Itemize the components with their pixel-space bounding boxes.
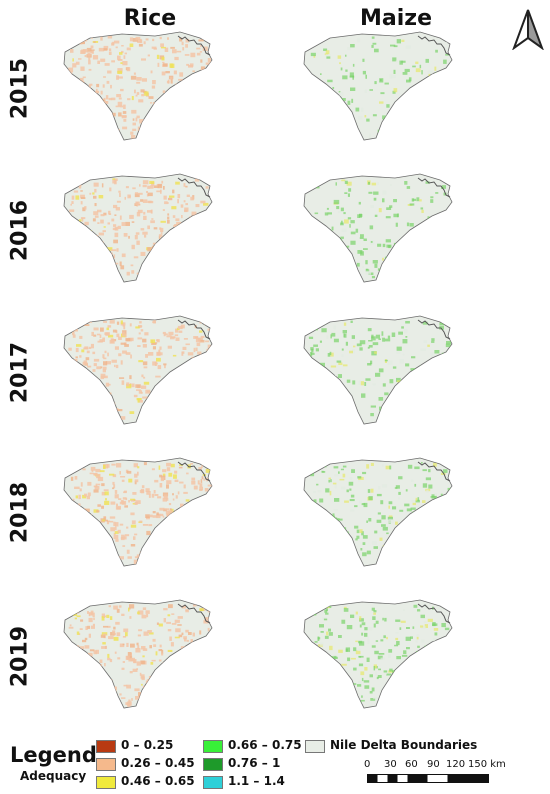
scale-tick-90: 90 xyxy=(427,759,440,770)
map-maize-2019 xyxy=(303,599,453,709)
legend-swatch-1 xyxy=(96,758,116,771)
year-label-2016: 2016 xyxy=(7,199,33,262)
legend-label-4: 0.76 – 1 xyxy=(228,756,281,770)
north-arrow-icon xyxy=(512,9,544,50)
scale-tick-60: 60 xyxy=(405,759,418,770)
year-label-2018: 2018 xyxy=(7,481,33,544)
scale-bar xyxy=(367,774,489,783)
legend-swatch-2 xyxy=(96,776,116,789)
map-maize-2018 xyxy=(303,457,453,567)
scale-tick-0: 0 xyxy=(364,759,371,770)
scale-tick-30: 30 xyxy=(384,759,397,770)
map-maize-2017 xyxy=(303,315,453,425)
legend-swatch-4 xyxy=(203,758,223,771)
year-label-2015: 2015 xyxy=(7,57,33,120)
column-title-maize: Maize xyxy=(359,6,432,31)
legend-label-1: 0.26 – 0.45 xyxy=(121,756,195,770)
legend-label-boundary: Nile Delta Boundaries xyxy=(330,738,478,752)
map-rice-2017 xyxy=(63,315,213,425)
legend-label-0: 0 – 0.25 xyxy=(121,738,174,752)
legend-swatch-boundary xyxy=(305,740,325,753)
legend-label-2: 0.46 – 0.65 xyxy=(121,774,195,788)
legend-swatch-5 xyxy=(203,776,223,789)
map-maize-2015 xyxy=(303,31,453,141)
legend-subtitle: Adequacy xyxy=(20,769,87,783)
column-title-rice: Rice xyxy=(123,6,177,31)
map-rice-2016 xyxy=(63,173,213,283)
map-rice-2019 xyxy=(63,599,213,709)
map-rice-2018 xyxy=(63,457,213,567)
year-label-2019: 2019 xyxy=(7,625,33,688)
scale-tick-150: 150 km xyxy=(468,759,506,770)
legend-label-3: 0.66 – 0.75 xyxy=(228,738,302,752)
year-label-2017: 2017 xyxy=(7,341,33,404)
legend-label-5: 1.1 – 1.4 xyxy=(228,774,285,788)
legend-swatch-3 xyxy=(203,740,223,753)
scale-tick-120: 120 xyxy=(446,759,466,770)
legend-swatch-0 xyxy=(96,740,116,753)
map-rice-2015 xyxy=(63,31,213,141)
legend-title: Legend xyxy=(10,743,97,767)
map-maize-2016 xyxy=(303,173,453,283)
